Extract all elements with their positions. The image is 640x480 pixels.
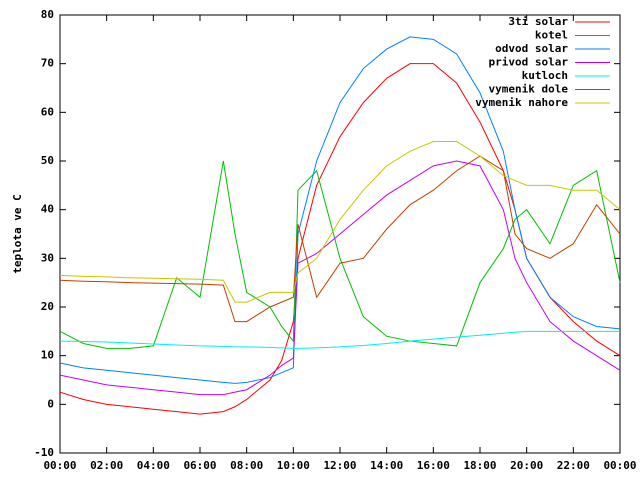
x-tick-label: 00:00 [603, 459, 636, 472]
legend-label: privod solar [489, 56, 569, 69]
legend-label: vymenik dole [489, 83, 569, 96]
y-tick-label: -10 [34, 446, 54, 459]
series-line [59, 160, 621, 396]
x-tick-label: 04:00 [137, 459, 170, 472]
series-line [59, 160, 621, 349]
y-tick-label: 20 [41, 300, 54, 313]
x-tick-label: 08:00 [230, 459, 263, 472]
series-line [59, 63, 621, 415]
legend-label: 3ti solar [508, 15, 568, 28]
x-tick-label: 06:00 [183, 459, 216, 472]
y-tick-label: 30 [41, 251, 54, 264]
series-line [59, 36, 621, 384]
legend-label: odvod solar [495, 42, 568, 55]
y-tick-label: 70 [41, 57, 54, 70]
y-axis-label: teplota ve C [11, 194, 24, 273]
x-tick-label: 02:00 [90, 459, 123, 472]
x-tick-label: 14:00 [370, 459, 403, 472]
series-line [59, 330, 620, 349]
x-tick-label: 00:00 [43, 459, 76, 472]
y-tick-label: 10 [41, 349, 54, 362]
x-tick-label: 20:00 [510, 459, 543, 472]
legend-label: vymenik nahore [475, 96, 568, 109]
series-line [59, 155, 621, 323]
legend-label: kotel [535, 29, 568, 42]
y-tick-label: 80 [41, 8, 54, 21]
x-tick-label: 22:00 [557, 459, 590, 472]
y-tick-label: 0 [47, 397, 54, 410]
y-tick-label: 40 [41, 203, 54, 216]
x-tick-label: 12:00 [323, 459, 356, 472]
x-tick-label: 10:00 [277, 459, 310, 472]
legend-label: kutloch [522, 69, 568, 82]
x-tick-label: 18:00 [463, 459, 496, 472]
x-tick-label: 16:00 [417, 459, 450, 472]
series-line [59, 141, 621, 303]
y-tick-label: 50 [41, 154, 54, 167]
y-tick-label: 60 [41, 105, 54, 118]
